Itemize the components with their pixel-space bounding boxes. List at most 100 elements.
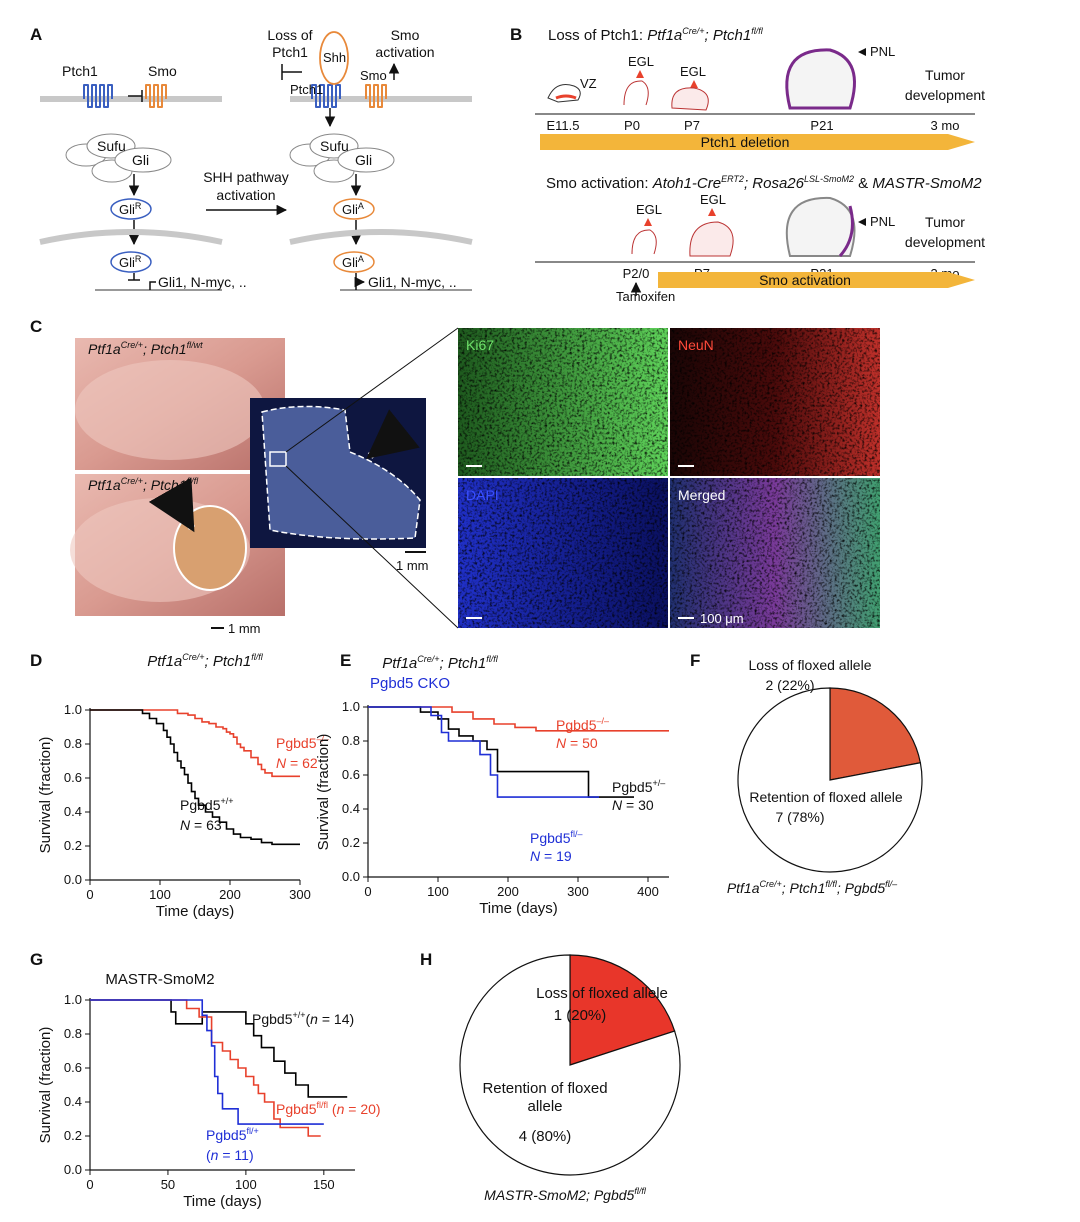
label: Smo	[391, 27, 420, 43]
channel-label: Merged	[678, 487, 725, 503]
pnl	[838, 205, 854, 258]
annotation: N = 63	[180, 817, 222, 833]
panel-a: Ptch1 Smo Sufu Gli GliR GliR Gli1, N-myc…	[39, 27, 473, 291]
zoom-line	[285, 327, 459, 453]
label: GliA	[342, 201, 364, 217]
time: E11.5	[546, 118, 579, 133]
value-label: 7 (78%)	[775, 809, 824, 825]
pie-slice	[737, 687, 923, 873]
y-tick-label: 0.0	[64, 872, 82, 887]
pie-slice	[829, 687, 922, 781]
induction: Tamoxifen	[616, 289, 675, 304]
legend-entry: Pgbd5–/–	[276, 734, 329, 751]
texture	[458, 328, 668, 476]
survival-curve	[90, 999, 324, 1125]
x-tick-label: 300	[289, 887, 311, 902]
arrow	[366, 409, 420, 460]
x-tick-label: 100	[149, 887, 171, 902]
stage: EGL	[680, 64, 706, 79]
caption: MASTR-SmoM2; Pgbd5fl/fl	[484, 1186, 647, 1203]
y-tick-label: 0.6	[64, 1060, 82, 1075]
brain	[75, 360, 265, 460]
cerebellum-icon	[623, 80, 649, 106]
legend-entry: Pgbd5+/+	[180, 796, 234, 813]
scale-label: 1 mm	[228, 621, 261, 636]
panel-label: F	[690, 651, 700, 670]
panel-f: Loss of floxed allele 2 (22%) Retention …	[727, 657, 903, 896]
survival-curve	[90, 709, 300, 846]
stage: PNL	[870, 44, 895, 59]
stage: EGL	[636, 202, 662, 217]
outcome: Tumor	[925, 214, 965, 230]
nuclear-membrane	[289, 229, 473, 245]
stage: EGL	[700, 192, 726, 207]
y-tick-label: 0.6	[342, 767, 360, 782]
legend-entry: Pgbd5+/+(n = 14)	[252, 1010, 354, 1027]
pointer	[636, 70, 644, 78]
x-tick-label: 300	[567, 884, 589, 899]
cerebellum-icon	[671, 87, 709, 111]
panel-d: Ptf1aCre/+; Ptch1fl/fl Pgbd5–/– N = 62 P…	[147, 652, 329, 833]
x-tick-label: 400	[637, 884, 659, 899]
scale-label: 1 mm	[396, 558, 429, 573]
y-tick-label: 0.8	[64, 1026, 82, 1041]
nuclear-membrane	[39, 229, 223, 245]
smo-receptor	[145, 84, 167, 108]
time: P21	[810, 118, 833, 133]
label: Sufu	[97, 138, 126, 154]
x-axis-label: Time (days)	[183, 1193, 262, 1210]
cerebellum-icon	[631, 229, 657, 255]
panel-e: Ptf1aCre/+; Ptch1fl/fl Pgbd5 CKO Pgbd5–/…	[370, 654, 665, 864]
value-label: 4 (80%)	[519, 1128, 572, 1145]
label: SHH pathway	[203, 169, 289, 185]
zoom-box	[269, 451, 287, 467]
pointer	[690, 80, 698, 88]
plot: 0.0 0.2 0.4 0.6 0.8 1.0 0 50 100 150 Time (days) Su…	[37, 992, 355, 1210]
pointer	[858, 48, 866, 56]
photo-label: Ptf1aCre/+; Ptch1fl/wt	[88, 340, 203, 357]
channel-label: Ki67	[466, 337, 494, 353]
x-tick-label: 0	[364, 884, 371, 899]
x-tick-label: 0	[86, 887, 93, 902]
stage: PNL	[870, 214, 895, 229]
time: P2/0	[623, 266, 650, 281]
legend-entry: Pgbd5fl/fl (n = 20)	[276, 1100, 381, 1117]
value-label: 1 (20%)	[554, 1007, 607, 1024]
pie	[737, 687, 923, 873]
x-tick-label: 50	[161, 1177, 175, 1192]
texture	[670, 478, 880, 628]
label: Sufu	[320, 138, 349, 154]
outcome: development	[905, 87, 985, 103]
plot: 0.0 0.2 0.4 0.6 0.8 1.0 0 100 200 300 Time (days) S…	[37, 702, 311, 920]
label: Gli	[355, 152, 372, 168]
pointer	[858, 218, 866, 226]
pointer	[708, 208, 716, 216]
label: activation	[375, 44, 434, 60]
panel-label: E	[340, 651, 351, 670]
pie-slice	[459, 954, 681, 1176]
embryo-icon	[547, 84, 581, 103]
chart-title: MASTR-SmoM2	[105, 971, 214, 988]
zoom-line	[285, 465, 459, 629]
y-axis-label: Survival (fraction)	[315, 734, 332, 851]
x-tick-label: 100	[235, 1177, 257, 1192]
y-tick-label: 0.4	[342, 801, 360, 816]
annotation: N = 50	[556, 735, 598, 751]
annotation: N = 19	[530, 848, 572, 864]
inhibition	[128, 273, 140, 281]
stage: VZ	[580, 76, 597, 91]
protein	[337, 147, 395, 173]
y-tick-label: 0.8	[64, 736, 82, 751]
survival-curve	[368, 706, 634, 798]
legend-entry: Pgbd5–/–	[556, 716, 609, 733]
survival-curve	[90, 999, 348, 1098]
y-tick-label: 1.0	[342, 699, 360, 714]
category-box: Retention of floxed allele	[482, 1080, 607, 1115]
y-tick-label: 0.0	[64, 1162, 82, 1177]
vz	[555, 94, 577, 100]
label: GliA	[342, 254, 364, 270]
panel-label: H	[420, 950, 432, 969]
scale-label: 100 μm	[700, 611, 744, 626]
photo-label: Ptf1aCre/+; Ptch1fl/fl	[88, 476, 199, 493]
